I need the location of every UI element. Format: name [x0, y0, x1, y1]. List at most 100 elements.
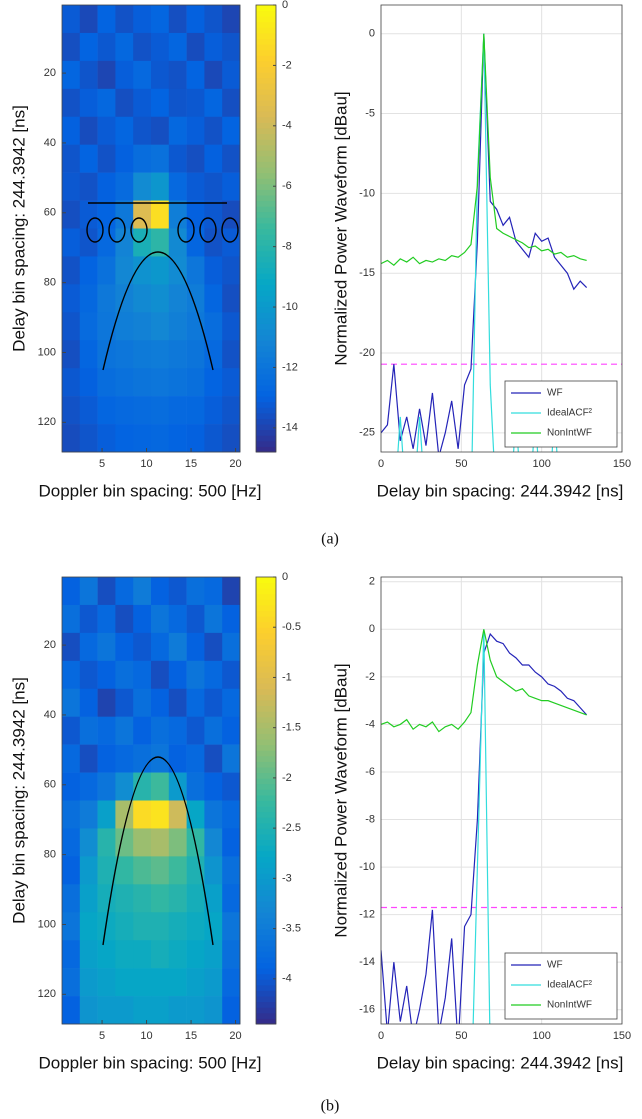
heat-cell [133, 396, 152, 425]
colorbar-step [256, 906, 276, 913]
heat-cell [97, 660, 116, 690]
heat-cell [222, 772, 241, 801]
heat-cell [222, 660, 241, 690]
colorbar-step [256, 401, 276, 408]
colorbar-step [256, 429, 276, 436]
heat-cell [204, 256, 223, 285]
heat-cell [62, 88, 81, 118]
heat-cell [97, 716, 116, 745]
heat-cell [222, 632, 241, 662]
heat-cell [168, 884, 187, 913]
colorbar-tick-label: -3.5 [282, 922, 301, 934]
heat-cell [115, 744, 134, 773]
y-tick-label: -6 [365, 766, 375, 778]
heat-cell [115, 88, 134, 118]
heat-cell [79, 912, 98, 941]
colorbar-step [256, 990, 276, 997]
legend-label: IdealACF² [547, 408, 593, 419]
y-tick-label: 2 [369, 576, 375, 588]
y-tick-label: 0 [369, 28, 375, 40]
heat-cell [168, 172, 187, 201]
heat-cell [204, 800, 223, 829]
colorbar-step [256, 178, 276, 185]
colorbar-step [256, 72, 276, 79]
heat-cell [186, 368, 205, 397]
heat-cell [62, 828, 81, 857]
heat-cell [133, 716, 152, 745]
heat-cell [168, 856, 187, 885]
x-tick-label: 50 [455, 1030, 467, 1042]
colorbar-step [256, 172, 276, 179]
heat-cell [62, 996, 81, 1025]
heat-cell [204, 424, 223, 453]
heat-cell [133, 800, 152, 829]
heat-cell [151, 577, 170, 606]
heat-cell [133, 828, 152, 857]
colorbar-step [256, 32, 276, 40]
heat-cell [62, 368, 81, 397]
colorbar-step [256, 49, 276, 56]
y-axis-label: Delay bin spacing: 244.3942 [ns] [9, 677, 28, 924]
heat-cell [151, 60, 170, 90]
colorbar-step [256, 744, 276, 751]
colorbar-step [256, 60, 276, 67]
colorbar-step [256, 683, 276, 690]
heat-cell [62, 688, 81, 717]
heat-cell [62, 604, 81, 634]
heat-cell [62, 800, 81, 829]
heat-cell [115, 60, 134, 90]
heat-cell [204, 32, 223, 62]
heat-cell [79, 32, 98, 62]
annotation [86, 217, 104, 243]
x-tick-label: 100 [532, 1030, 550, 1042]
colorbar-step [256, 755, 276, 762]
heat-cell [186, 688, 205, 717]
annotation [130, 217, 148, 243]
heat-cell [204, 632, 223, 662]
colorbar-step [256, 616, 276, 623]
colorbar-step [256, 817, 276, 824]
colorbar-step [256, 88, 276, 95]
colorbar-step [256, 38, 276, 45]
heat-cell [204, 88, 223, 118]
heat-cell [222, 577, 241, 606]
heat-cell [168, 200, 187, 229]
colorbar-step [256, 912, 276, 919]
heat-cell [115, 884, 134, 913]
axes-box [61, 4, 241, 453]
colorbar-step [256, 440, 276, 447]
heat-cell [115, 940, 134, 969]
colorbar-step [256, 211, 276, 218]
heat-cell [222, 228, 241, 257]
heat-cell [204, 828, 223, 857]
heat-cell [186, 144, 205, 173]
colorbar-step [256, 867, 276, 874]
colorbar-tick-label: -10 [282, 301, 298, 313]
heat-cell [186, 228, 205, 257]
heat-cell [204, 312, 223, 341]
heat-cell [133, 577, 152, 606]
heat-cell [222, 800, 241, 829]
heat-cell [133, 5, 152, 34]
colorbar-step [256, 884, 276, 891]
heat-cell [186, 884, 205, 913]
heat-cell [222, 396, 241, 425]
colorbar-step [256, 362, 276, 369]
heat-cell [115, 340, 134, 369]
colorbar-step [256, 357, 276, 364]
heat-cell [151, 5, 170, 34]
heat-cell [222, 340, 241, 369]
heat-cell [133, 424, 152, 453]
heat-cell [115, 228, 134, 257]
colorbar-tick-label: -14 [282, 422, 298, 434]
heat-cell [79, 116, 98, 145]
series-line [381, 629, 587, 733]
heat-cell [222, 5, 241, 34]
heat-cell [97, 884, 116, 913]
colorbar-step [256, 761, 276, 768]
heat-cell [79, 604, 98, 634]
heat-cell [222, 744, 241, 773]
colorbar-step [256, 345, 276, 352]
heat-cell [62, 660, 81, 690]
colorbar-step [256, 200, 276, 207]
